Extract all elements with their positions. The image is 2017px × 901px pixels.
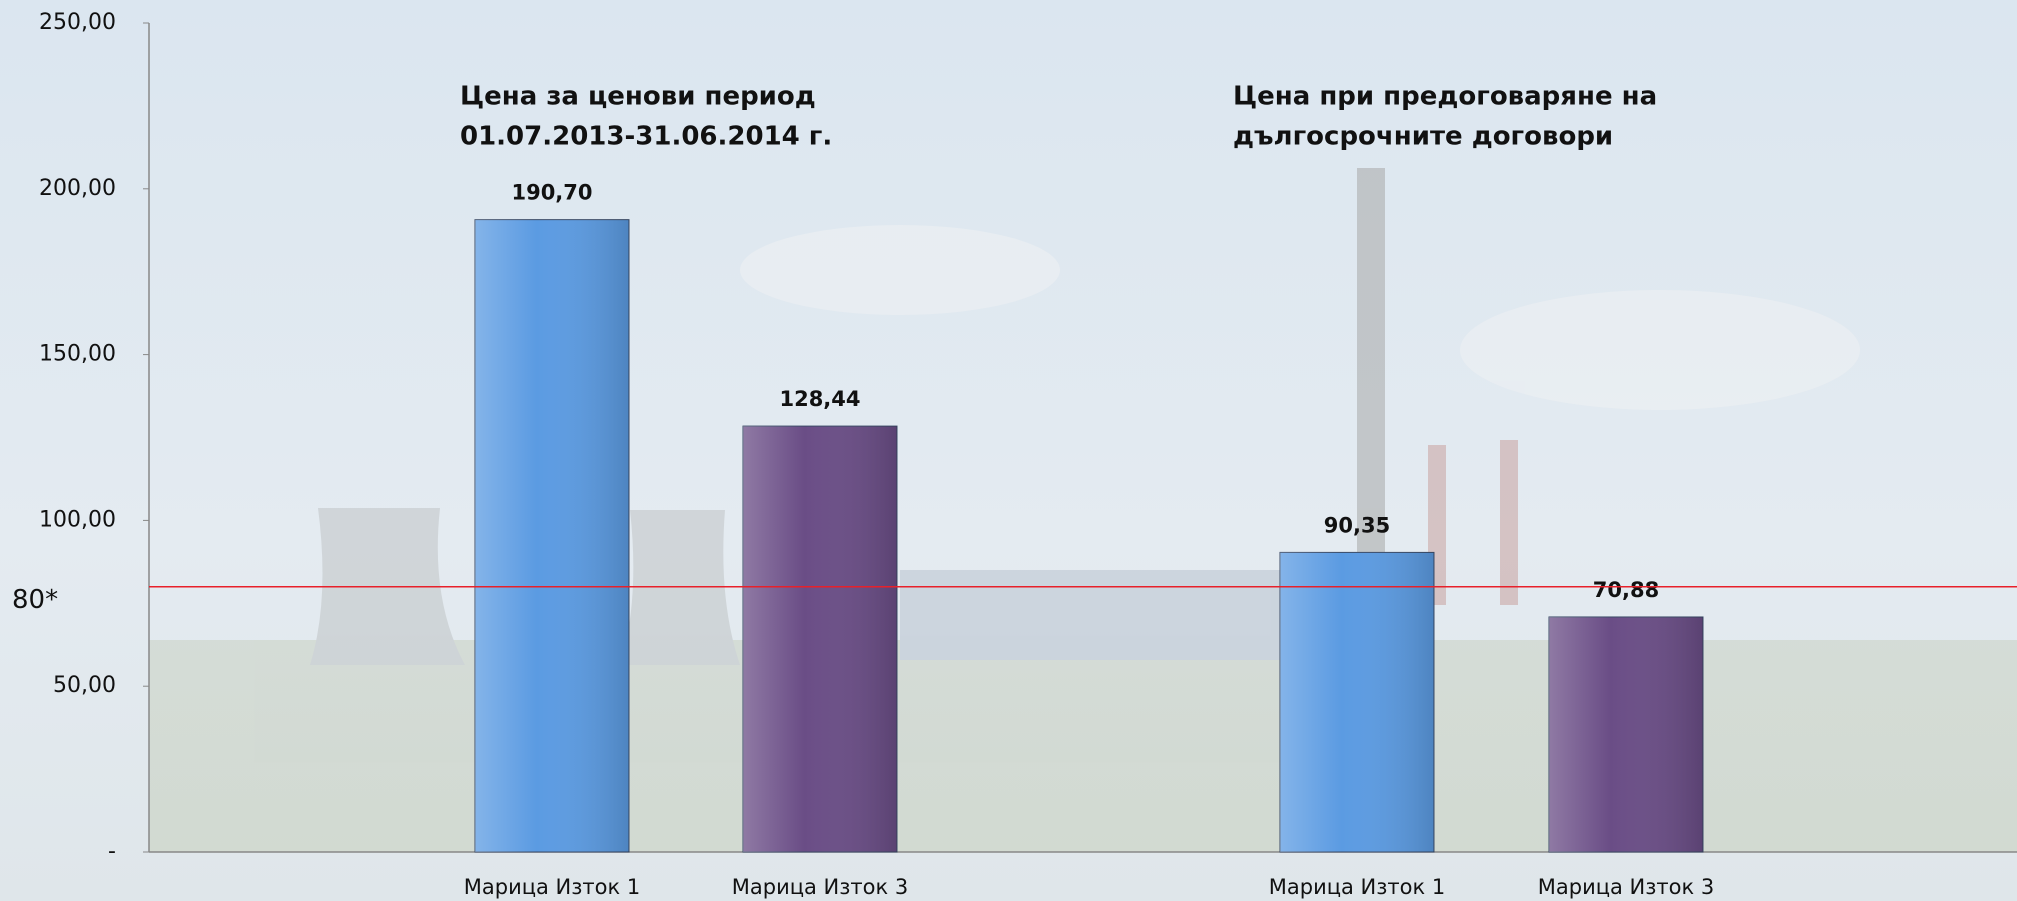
reference-label: 80* bbox=[12, 585, 58, 615]
chart: - 50,00 100,00 150,00 200,00 250,00 190,70 Мари… bbox=[0, 0, 2017, 901]
page: - 50,00 100,00 150,00 200,00 250,00 190,70 Мари… bbox=[0, 0, 2017, 901]
x-tick-label: Марица Изток 3 bbox=[1538, 875, 1714, 899]
x-tick-label: Марица Изток 1 bbox=[464, 875, 640, 899]
x-tick-label: Марица Изток 3 bbox=[732, 875, 908, 899]
y-tick-label: 250,00 bbox=[39, 10, 116, 35]
bar-shine bbox=[1549, 617, 1703, 852]
y-tick-label: 50,00 bbox=[53, 673, 116, 698]
y-tick-label: - bbox=[108, 839, 116, 864]
annotation: дългосрочните договори bbox=[1233, 122, 1613, 152]
annotation: 01.07.2013-31.06.2014 г. bbox=[460, 122, 832, 152]
bar-shine bbox=[743, 426, 897, 852]
y-tick-label: 150,00 bbox=[39, 342, 116, 367]
value-label: 190,70 bbox=[511, 181, 592, 205]
annotation: Цена за ценови период bbox=[460, 82, 816, 112]
y-tick-label: 200,00 bbox=[39, 176, 116, 201]
bar-shine bbox=[1280, 552, 1434, 852]
bar-shine bbox=[475, 220, 629, 852]
annotation: Цена при предоговаряне на bbox=[1233, 82, 1657, 112]
x-tick-label: Марица Изток 1 bbox=[1269, 875, 1445, 899]
value-label: 90,35 bbox=[1324, 513, 1390, 537]
value-label: 128,44 bbox=[779, 387, 860, 411]
y-tick-label: 100,00 bbox=[39, 507, 116, 532]
value-label: 70,88 bbox=[1593, 578, 1659, 602]
